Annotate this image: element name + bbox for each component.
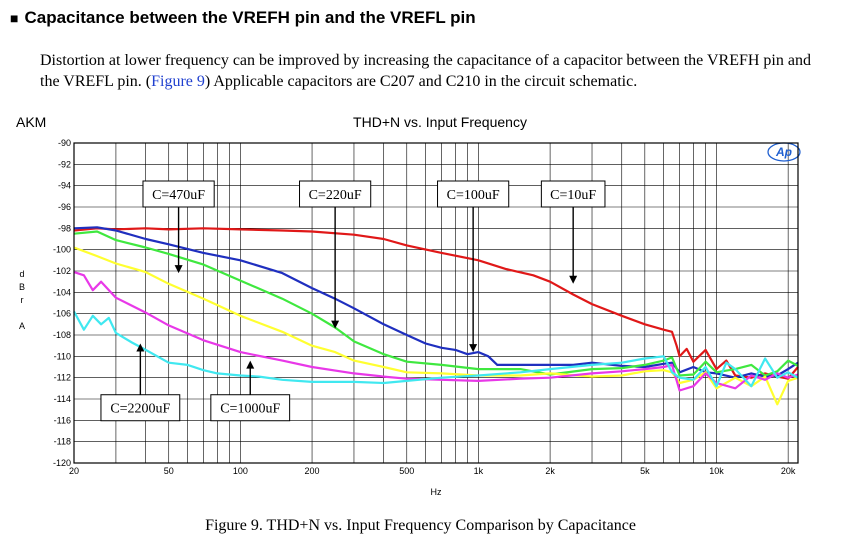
series-line-c-100uf — [73, 226, 799, 379]
annotation-box-c-2200uf — [100, 394, 181, 422]
series-line-c-1000uf — [73, 271, 799, 392]
x-axis-ticks: 20 50 100 200 500 1k 2k 5k 10k 20k — [69, 466, 796, 476]
y-axis-label: dBr A — [19, 269, 25, 331]
y-tick-label: -94 — [58, 181, 71, 191]
annotation-label-c-220uf: C=220uF — [309, 188, 362, 203]
annotation-box-c-1000uf — [210, 394, 291, 422]
ap-logo: Ap — [767, 142, 801, 162]
annotation-arrowhead-icon — [569, 275, 578, 284]
series-line-c-470uf — [73, 246, 799, 406]
annotation-label-c-470uf: C=470uF — [152, 188, 205, 203]
y-axis-ticks: -90 -92 -94 -96 -98 -100 -102 -104 -106 -108 -110 -… — [53, 138, 71, 468]
annotation-box-c-10uf — [540, 180, 606, 208]
ap-logo-text: Ap — [775, 145, 792, 159]
annotation-arrowhead-icon — [136, 343, 145, 352]
annotation-arrowhead-icon — [174, 265, 183, 274]
annotation-box-c-100uf — [437, 180, 510, 208]
series-line-c-2200uf — [73, 310, 799, 388]
x-tick-label: 20k — [781, 466, 796, 476]
heading-bullet: ■ — [10, 10, 19, 26]
x-tick-label: 200 — [305, 466, 320, 476]
chart-series — [73, 226, 799, 406]
y-tick-label: -120 — [53, 458, 71, 468]
y-tick-label: -104 — [53, 287, 71, 297]
y-tick-label: -106 — [53, 309, 71, 319]
y-tick-label: -118 — [54, 437, 71, 447]
x-tick-label: 100 — [233, 466, 248, 476]
heading-text: Capacitance between the VREFH pin and th… — [24, 8, 476, 27]
body-paragraph: Distortion at lower frequency can be imp… — [40, 50, 830, 92]
annotation-label-c-1000uf: C=1000uF — [220, 402, 280, 417]
y-tick-label: -98 — [58, 223, 71, 233]
body-text-after: ) Applicable capacitors are C207 and C21… — [204, 73, 638, 90]
y-axis-label-char: d — [19, 269, 24, 279]
y-tick-label: -112 — [54, 373, 71, 383]
y-tick-label: -102 — [53, 266, 71, 276]
y-tick-label: -114 — [54, 394, 71, 404]
y-tick-label: -96 — [58, 202, 71, 212]
x-tick-label: 2k — [545, 466, 555, 476]
x-tick-label: 10k — [709, 466, 724, 476]
body-text-before: Distortion at lower frequency can be imp… — [40, 52, 811, 90]
x-tick-label: 1k — [474, 466, 484, 476]
annotation-label-c-2200uf: C=2200uF — [110, 402, 170, 417]
y-tick-label: -100 — [53, 245, 71, 255]
x-tick-label: 20 — [69, 466, 79, 476]
annotation-label-c-100uf: C=100uF — [447, 188, 500, 203]
y-tick-label: -90 — [58, 138, 71, 148]
figure-caption: Figure 9. THD+N vs. Input Frequency Comp… — [205, 517, 636, 534]
x-tick-label: 50 — [164, 466, 174, 476]
x-tick-label: 500 — [399, 466, 414, 476]
chart-title: THD+N vs. Input Frequency — [353, 114, 527, 130]
y-axis-label-char: r — [21, 295, 24, 305]
y-tick-label: -110 — [54, 351, 71, 361]
chart-brand: AKM — [16, 114, 46, 130]
plot-frame — [73, 142, 799, 464]
section-heading: ■ Capacitance between the VREFH pin and t… — [10, 8, 476, 28]
y-tick-label: -92 — [58, 159, 71, 169]
y-axis-label-char: B — [19, 282, 25, 292]
annotation-label-c-10uf: C=10uF — [550, 188, 596, 203]
annotation-arrowhead-icon — [331, 320, 340, 329]
annotation-box-c-220uf — [299, 180, 372, 208]
y-tick-label: -108 — [53, 330, 71, 340]
x-tick-label: 5k — [640, 466, 650, 476]
x-axis-label: Hz — [431, 487, 442, 497]
y-axis-label-char: A — [19, 321, 25, 331]
annotation-arrowhead-icon — [469, 344, 478, 353]
chart-annotations: C=470uF C=220uF C=100uF C=10uF C=2200uF C=100… — [100, 180, 606, 422]
annotation-arrowhead-icon — [246, 360, 255, 369]
y-tick-label: -116 — [54, 415, 71, 425]
figure-link[interactable]: Figure 9 — [151, 73, 205, 90]
annotation-box-c-470uf — [142, 180, 215, 208]
